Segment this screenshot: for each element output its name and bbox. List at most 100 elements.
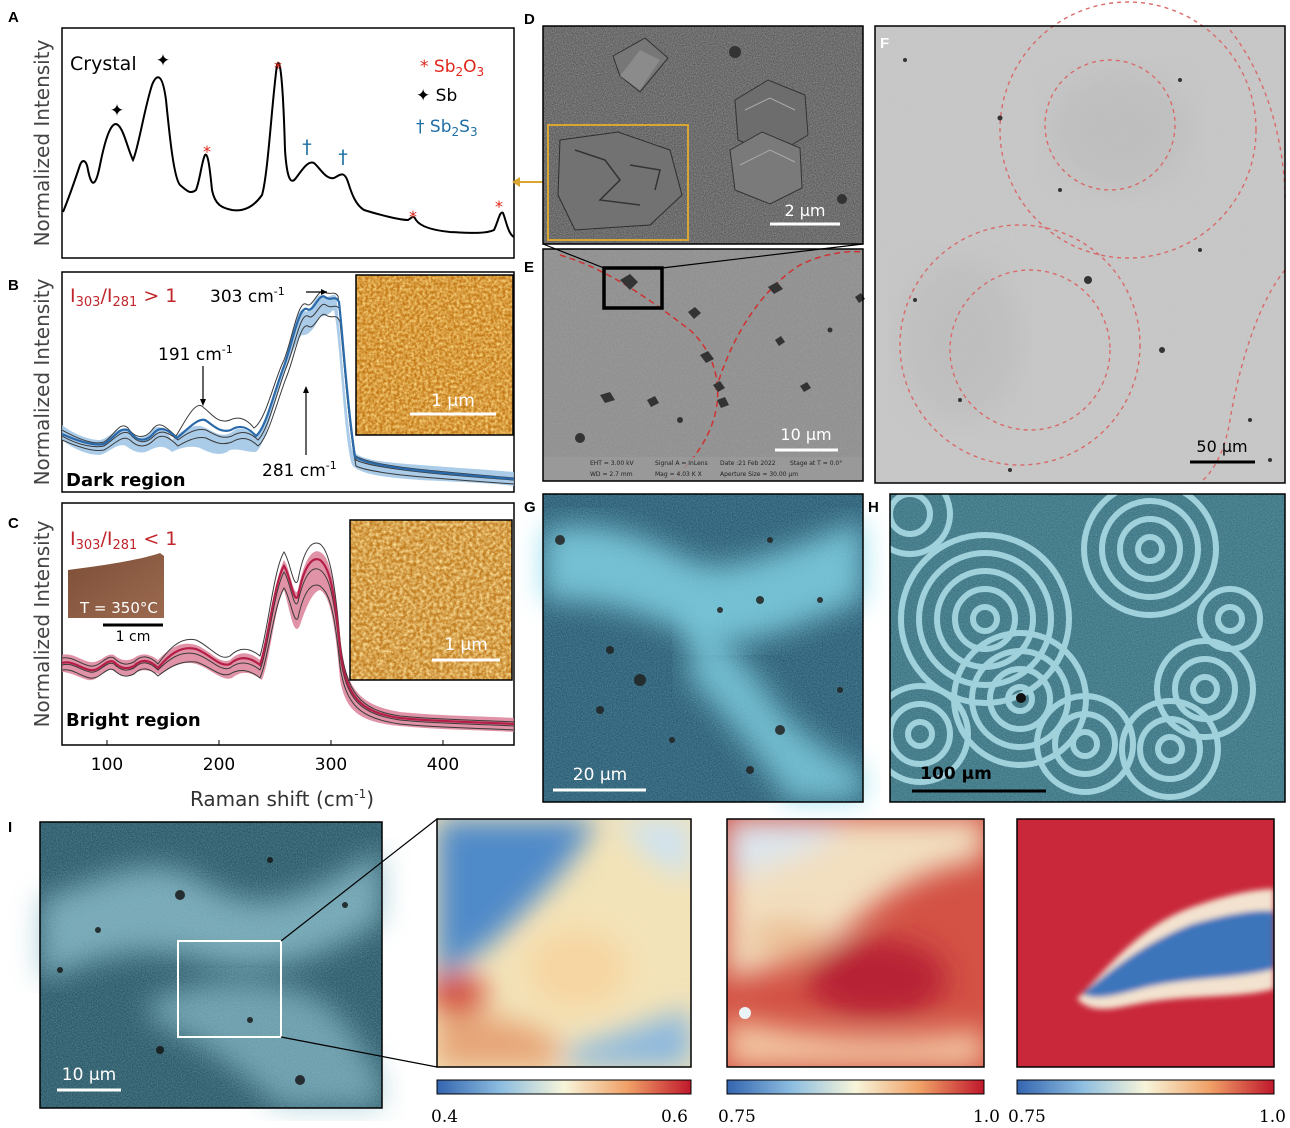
spectrum-bright-traces [62,542,514,731]
x-axis: 100 200 300 400 Raman shift (cm-1) [91,740,459,811]
sem-meta-aperture: Aperture Size = 30.00 µm [720,471,798,478]
panel-letter-d: D [524,11,535,28]
afm-c-scalebar-label: 1 µm [444,635,488,655]
sem-meta-wd: WD = 2.7 mm [590,471,633,478]
optical-f-scalebar-label: 50 µm [1196,437,1247,456]
colorbar-2-min: 0.75 [718,1107,756,1127]
sem-meta-eht: EHT = 3.00 kV [590,460,635,467]
arrow-281-head [303,386,309,393]
panel-d-sem: 2 µm [542,25,864,245]
zoom-line-de-2 [661,243,864,269]
ylabel-a: Normalized Intensity [30,39,54,246]
colorbar-2-max: 1.0 [973,1107,1000,1127]
panel-b-frame [61,271,515,493]
sample-photo-inset: T = 350°C 1 cm [68,553,164,645]
x-axis-label: Raman shift (cm-1) [190,787,374,811]
panel-b-region: Dark region [66,470,186,491]
colorbar-3-min: 0.75 [1008,1107,1046,1127]
optical-g-scalebar-label: 20 µm [573,765,627,785]
x-tick-200: 200 [203,755,235,775]
afm-b-scalebar-label: 1 µm [431,391,475,411]
marker-sb2o3-3: * [409,207,417,226]
arrow-a-to-d [512,177,545,187]
annot-303: 303 cm-1 [210,285,285,307]
panel-letter-h: H [868,499,879,516]
colorbar-1-max: 0.6 [661,1107,688,1127]
x-tick-300: 300 [315,755,347,775]
panel-c-plot: I303/I281 < 1 T = 350°C 1 cm Bright regi… [61,502,515,746]
panel-letter-c: C [8,515,19,532]
colorbar-1-min: 0.4 [431,1107,458,1127]
zoom-line-i-1 [280,818,438,942]
panel-letter-g: G [524,499,536,516]
panel-a-frame [61,27,515,259]
panel-g-optical: 20 µm [542,493,864,803]
arrow-191-head [200,399,206,406]
panel-c-region: Bright region [66,710,201,731]
sample-cm-label: 1 cm [116,629,151,645]
sem-meta-date: Date :21 Feb 2022 [720,460,776,467]
arrow-303-head [321,289,327,295]
ylabel-c: Normalized Intensity [30,520,54,727]
x-tick-400: 400 [427,755,459,775]
ylabel-b: Normalized Intensity [30,278,54,485]
spectrum-dark-mean [62,295,514,481]
colorbar-3-max: 1.0 [1259,1107,1286,1127]
legend-sb: ✦ Sb [416,86,457,106]
heatmap-1 [436,818,692,1068]
spectrum-crystal-line [62,62,514,238]
heatmap-2 [726,818,985,1068]
panel-d-zoom-inset [547,124,689,241]
panel-letter-a: A [8,9,19,26]
sem-d-scalebar-label: 2 µm [784,201,825,220]
crystal-3 [729,131,803,205]
legend-sb2s3: † Sb2S3 [416,117,478,139]
marker-sb2s3-1: † [302,136,312,158]
panel-i-zoom-box [177,940,282,1038]
panel-b-afm-inset: 1 µm [355,274,514,436]
panel-f-optical: 50 µm F [874,1,1286,484]
zoom-line-de-1 [542,243,605,269]
panel-letter-b: B [8,277,19,294]
panel-a-legend: * Sb2O3 ✦ Sb † Sb2S3 [416,57,484,139]
sample-temp-label: T = 350°C [79,599,158,617]
panel-c-frame [61,502,515,746]
marker-sb2o3-1: * [203,142,211,161]
panel-letter-i: I [8,819,12,836]
optical-h-scalebar-label: 100 µm [920,764,992,784]
crystal-2 [734,79,809,156]
sem-e-scalebar-label: 10 µm [780,425,831,444]
legend-sb2o3: * Sb2O3 [420,57,484,79]
marker-sb2o3-2: * [274,58,282,77]
colorbar-2: 0.75 1.0 [718,1079,1000,1127]
marker-sb-1: ✦ [110,101,124,121]
panel-i-optical: 10 µm [39,821,383,1109]
zoom-line-i-2 [280,1036,438,1068]
sem-meta-mag: Mag = 4.03 K X [655,471,702,478]
sem-meta-signal: Signal A = InLens [655,460,708,467]
panel-e-sem: EHT = 3.00 kV WD = 2.7 mm Signal A = InL… [542,248,865,482]
spectrum-bright-mean [62,558,514,726]
x-tick-100: 100 [91,755,123,775]
panel-letter-f: F [880,35,889,52]
optical-i-scalebar-label: 10 µm [62,1065,116,1085]
colorbar-1: 0.4 0.6 [431,1079,692,1127]
annot-191: 191 cm-1 [158,343,233,365]
marker-sb-2: ✦ [156,51,170,71]
panel-c-afm-inset: 1 µm [349,519,513,681]
panel-b-ratio: I303/I281 > 1 [70,285,177,310]
heatmap-3 [1016,818,1275,1068]
marker-sb2o3-4: * [495,197,503,216]
panel-e-zoom-box [602,266,664,310]
panel-letter-e: E [524,259,534,276]
spectrum-bright-band [62,551,514,732]
colorbar-3: 0.75 1.0 [1008,1079,1286,1127]
panel-b-plot: I303/I281 > 1 303 cm-1 191 cm-1 281 cm-1… [61,271,515,493]
sem-meta-stage: Stage at T = 0.0° [790,460,842,467]
panel-h-optical: 100 µm [889,493,1286,803]
panel-a-title: Crystal [70,53,137,75]
panel-a-plot: Crystal ✦ ✦ * * † † * * * Sb2O3 ✦ Sb † S… [61,27,515,259]
marker-sb2s3-2: † [338,146,348,168]
panel-c-ratio: I303/I281 < 1 [70,528,177,553]
